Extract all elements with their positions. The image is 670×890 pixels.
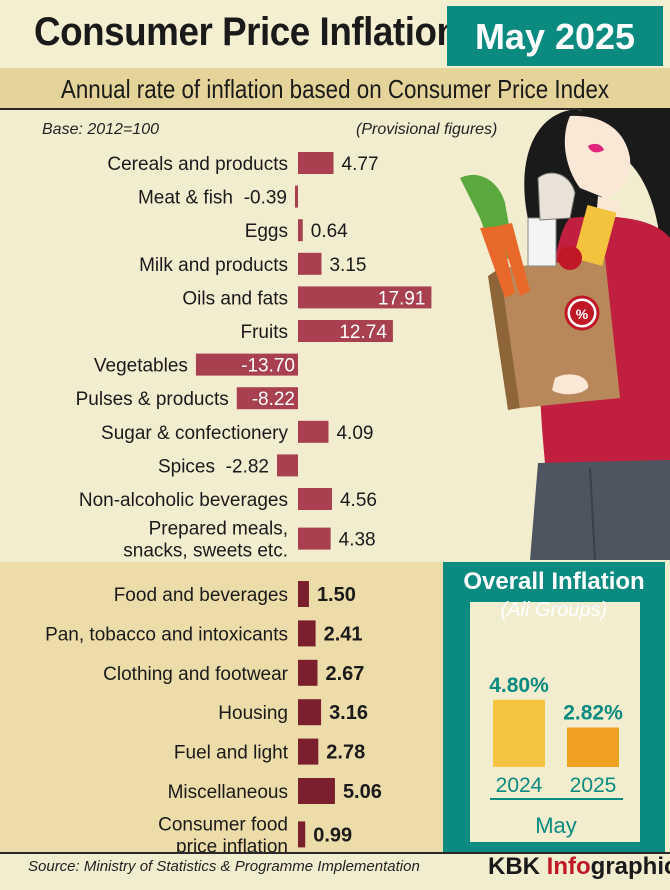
- food-bar: [298, 488, 332, 510]
- food-bar: [298, 420, 329, 443]
- group-bar: [298, 778, 335, 804]
- group-value-label: 2.41: [324, 623, 363, 645]
- group-bar: [298, 620, 316, 647]
- group-bar: [298, 659, 318, 686]
- svg-text:%: %: [576, 306, 589, 322]
- group-category-label: Clothing and footwear: [103, 664, 289, 685]
- group-bar: [298, 581, 309, 607]
- group-value-label: 2.78: [326, 742, 365, 764]
- group-category-label: Fuel and light: [174, 743, 289, 764]
- food-category-label: Oils and fats: [182, 288, 288, 309]
- overall-subtitle: (All Groups): [500, 599, 608, 621]
- food-value-label: -8.22: [252, 389, 295, 410]
- group-category-label: Pan, tobacco and intoxicants: [45, 624, 288, 645]
- food-bar: [236, 387, 298, 410]
- brand-prefix: KBK: [488, 853, 547, 880]
- lips: [588, 143, 604, 153]
- base-note: Base: 2012=100: [42, 121, 159, 138]
- food-value-label: 4.77: [342, 154, 379, 175]
- group-category-label: Food and beverages: [114, 585, 288, 606]
- food-value-label: 12.74: [339, 322, 387, 343]
- group-value-label: 0.99: [313, 824, 352, 846]
- brand-suffix: graphics: [590, 853, 670, 880]
- food-category-label: Cereals and products: [107, 154, 288, 175]
- food-value-label: 17.91: [378, 288, 426, 309]
- group-value-label: 2.67: [325, 663, 364, 685]
- overall-title: Overall Inflation: [463, 568, 645, 595]
- brand-logo: KBK Infographics: [488, 853, 670, 881]
- food-category-label: Pulses & products: [76, 389, 229, 410]
- shopper-illustration: %: [460, 108, 670, 560]
- food-bar: [298, 219, 303, 242]
- food-bar: [298, 320, 393, 342]
- food-value-label: 0.64: [311, 221, 348, 242]
- group-category-label: Consumer food price inflation: [158, 814, 288, 857]
- overall-value-label: 4.80%: [489, 674, 549, 697]
- food-category-label: Meat & fish: [138, 188, 233, 209]
- food-category-label: Sugar & confectionery: [101, 423, 288, 444]
- provisional-note: (Provisional figures): [356, 121, 498, 138]
- food-value-label: 4.56: [340, 490, 377, 511]
- food-value-label: 3.15: [329, 255, 366, 276]
- group-bar: [298, 821, 306, 848]
- food-category-label: Milk and products: [139, 255, 288, 276]
- month-badge: May 2025: [447, 6, 663, 66]
- food-category-label: Spices: [158, 456, 215, 477]
- food-value-label: -13.70: [241, 356, 295, 377]
- food-bar: [276, 454, 298, 477]
- source-note: Source: Ministry of Statistics & Program…: [28, 858, 420, 875]
- subtitle-bar: [0, 68, 670, 110]
- grocery-bag: [500, 258, 620, 408]
- food-bar: [298, 527, 331, 550]
- overall-year-label: 2025: [570, 774, 617, 797]
- group-category-label: Miscellaneous: [168, 782, 288, 803]
- group-category-label: Housing: [218, 703, 288, 724]
- food-value-label: 4.09: [336, 423, 373, 444]
- overall-year-label: 2024: [496, 774, 543, 797]
- brand-accent: Info: [546, 853, 591, 880]
- food-category-label: Vegetables: [94, 356, 188, 377]
- overall-value-label: 2.82%: [563, 702, 623, 725]
- group-bar: [298, 738, 319, 765]
- footer-bar: [0, 852, 670, 890]
- food-category-label: Non-alcoholic beverages: [79, 490, 288, 511]
- overall-bar: [493, 699, 545, 767]
- food-category-label: Prepared meals, snacks, sweets etc.: [123, 519, 288, 562]
- group-value-label: 1.50: [317, 584, 356, 606]
- page-subtitle: Annual rate of inflation based on Consum…: [60, 74, 610, 104]
- food-category-label: Eggs: [245, 221, 288, 242]
- food-bar: [298, 286, 432, 309]
- group-panel: [0, 562, 443, 852]
- food-bar: [298, 252, 322, 275]
- food-category-label: Fruits: [241, 322, 289, 343]
- page-title: Consumer Price Inflation: [34, 10, 459, 54]
- food-value-label: -0.39: [244, 188, 287, 209]
- group-value-label: 5.06: [343, 781, 382, 803]
- group-bar: [298, 699, 322, 726]
- group-value-label: 3.16: [329, 702, 368, 724]
- food-bar: [298, 152, 334, 174]
- overall-month-label: May: [535, 813, 577, 838]
- food-bar: [195, 353, 298, 376]
- food-value-label: 4.38: [339, 530, 376, 551]
- food-value-label: -2.82: [226, 456, 269, 477]
- overall-bar: [567, 727, 619, 767]
- food-bar: [295, 185, 298, 208]
